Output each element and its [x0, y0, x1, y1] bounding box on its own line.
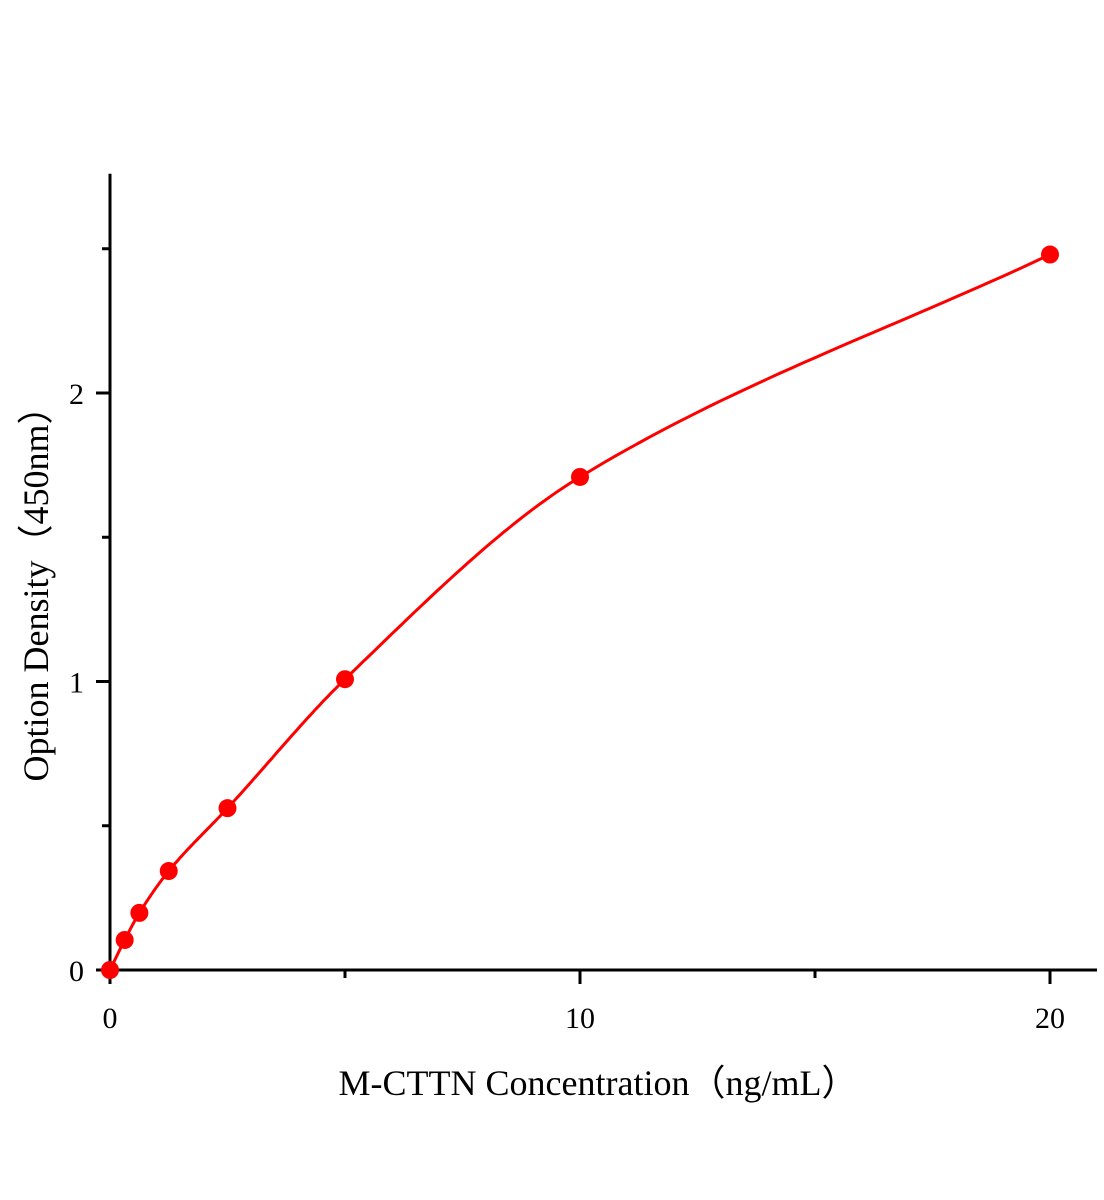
data-point [130, 903, 149, 922]
data-point [218, 799, 237, 818]
axes [96, 173, 1097, 984]
data-point [101, 961, 119, 979]
y-tick-label: 2 [69, 378, 84, 411]
data-point [115, 930, 134, 949]
data-point [571, 467, 589, 486]
y-tick-label: 1 [69, 667, 84, 700]
x-tick-label: 20 [1035, 1002, 1065, 1035]
fit-curve [108, 253, 1051, 971]
data-points [101, 245, 1059, 979]
tick-labels: 0 10 20 0 1 2 [69, 378, 1065, 1035]
y-tick-label: 0 [69, 955, 84, 988]
x-tick-label: 0 [103, 1002, 118, 1035]
x-tick-label: 10 [565, 1002, 595, 1035]
x-axis-title: M-CTTN Concentration（ng/mL） [339, 1063, 858, 1103]
data-point [336, 670, 354, 689]
data-point [1041, 245, 1059, 264]
y-axis-title: Option Density（450nm） [16, 389, 56, 782]
data-point [159, 862, 178, 881]
